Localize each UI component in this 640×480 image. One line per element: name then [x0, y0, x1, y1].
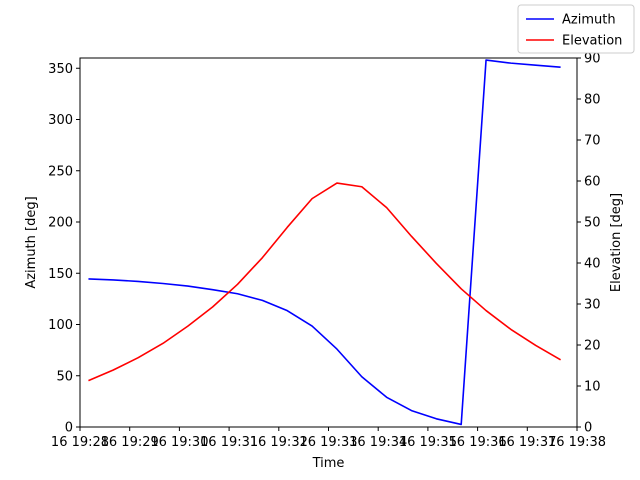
- plot-frame: [79, 57, 578, 428]
- right-y-tick-label: 40: [584, 257, 601, 272]
- left-y-tick-label: 350: [48, 62, 73, 77]
- left-y-tick-label: 50: [56, 369, 73, 384]
- right-y-tick-label: 0: [584, 421, 592, 436]
- left-y-tick-label: 100: [48, 318, 73, 333]
- left-y-axis-label: Azimuth [deg]: [24, 196, 39, 288]
- right-y-tick-label: 10: [584, 380, 601, 395]
- right-y-tick-label: 20: [584, 339, 601, 354]
- right-y-axis-label: Elevation [deg]: [609, 193, 624, 292]
- right-y-tick-label: 50: [584, 216, 601, 231]
- x-tick-label: 16 19:37: [498, 435, 556, 450]
- x-tick-label: 16 19:28: [51, 435, 109, 450]
- x-tick-label: 16 19:30: [150, 435, 208, 450]
- x-axis-label: Time: [312, 456, 345, 471]
- x-tick-label: 16 19:36: [449, 435, 507, 450]
- x-tick-label: 16 19:35: [399, 435, 457, 450]
- x-tick-label: 16 19:34: [349, 435, 407, 450]
- right-y-tick-label: 80: [584, 93, 601, 108]
- legend-label-azimuth: Azimuth: [562, 13, 616, 28]
- plot-lines: [88, 59, 562, 426]
- series-line-azimuth: [88, 59, 561, 426]
- left-y-tick-label: 0: [65, 421, 73, 436]
- x-tick-label: 16 19:29: [101, 435, 159, 450]
- right-y-axis-ticks: 0 10 20 30 40 50 60 70 80 90: [577, 52, 601, 436]
- legend-label-elevation: Elevation: [562, 34, 622, 49]
- right-y-tick-label: 70: [584, 134, 601, 149]
- left-y-tick-label: 200: [48, 216, 73, 231]
- left-y-tick-label: 300: [48, 113, 73, 128]
- legend: Azimuth Elevation: [517, 4, 635, 54]
- x-tick-label: 16 19:31: [200, 435, 258, 450]
- x-tick-label: 16 19:38: [548, 435, 606, 450]
- right-y-tick-label: 60: [584, 175, 601, 190]
- right-y-tick-label: 30: [584, 298, 601, 313]
- series-line-elevation: [88, 182, 562, 382]
- right-y-tick-label: 90: [584, 52, 601, 67]
- legend-box: [517, 4, 635, 54]
- left-y-tick-label: 250: [48, 164, 73, 179]
- left-y-tick-label: 150: [48, 267, 73, 282]
- x-tick-label: 16 19:32: [250, 435, 308, 450]
- x-tick-label: 16 19:33: [299, 435, 357, 450]
- left-y-axis-ticks: 0 50 100 150 200 250 300 350: [48, 62, 80, 436]
